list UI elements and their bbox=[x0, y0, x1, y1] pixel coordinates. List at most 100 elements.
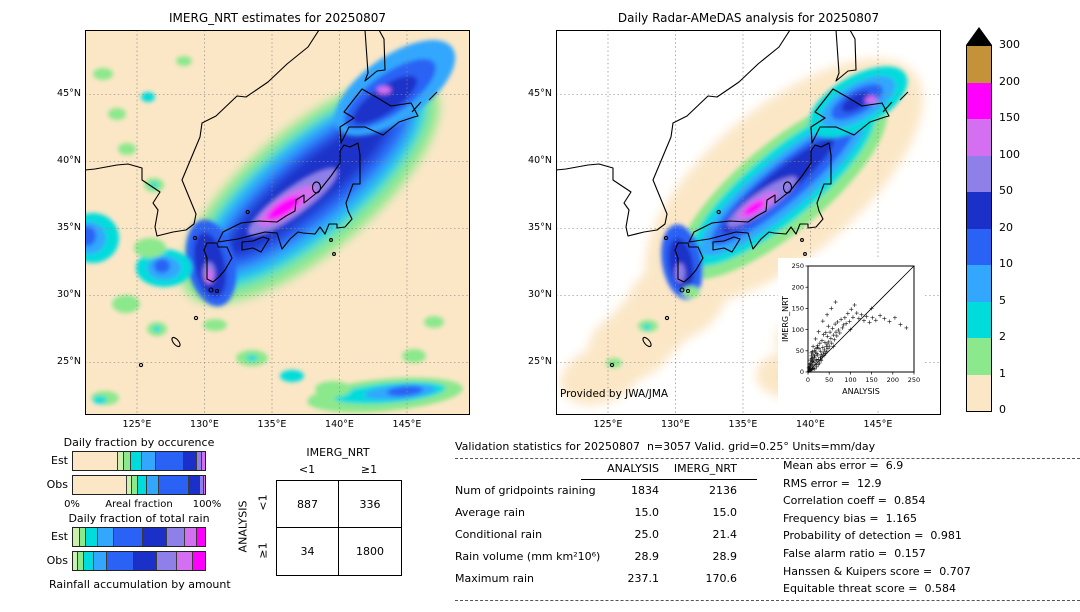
imerg-precipitation-map bbox=[67, 29, 470, 415]
stat-imerg: 170.6 bbox=[705, 572, 738, 585]
bar-segment bbox=[189, 476, 200, 494]
total-rain-bars-title: Daily fraction of total rain bbox=[68, 512, 210, 525]
colorbar-box bbox=[967, 301, 991, 338]
lon-tick-label: 130°E bbox=[190, 419, 219, 430]
bar-segment bbox=[141, 452, 157, 470]
radar-map-panel: Daily Radar-AMeDAS analysis for 20250807 bbox=[528, 11, 941, 430]
bar-segment bbox=[127, 476, 133, 494]
stat-label: Num of gridpoints raining bbox=[455, 484, 596, 497]
scatter-xlabel: ANALYSIS bbox=[842, 387, 880, 396]
colorbar-tick-label: 0 bbox=[999, 403, 1006, 416]
lat-tick-label: 40°N bbox=[528, 155, 552, 167]
bar-segment bbox=[94, 552, 108, 570]
contingency-col-group: IMERG_NRT bbox=[306, 446, 370, 459]
lat-tick-label: 40°N bbox=[57, 155, 81, 167]
bar-segment bbox=[117, 452, 125, 470]
occurrence-bars-title: Daily fraction by occurence bbox=[63, 436, 215, 449]
stat-row: Maximum rain 237.1 170.6 bbox=[455, 572, 745, 585]
right-map-title: Daily Radar-AMeDAS analysis for 20250807 bbox=[617, 11, 880, 25]
colorbar-box bbox=[967, 46, 991, 83]
colorbar-tick-label: 200 bbox=[999, 74, 1020, 88]
stat-row: Num of gridpoints raining 1834 2136 bbox=[455, 484, 745, 497]
score-line: Probability of detection = 0.981 bbox=[783, 529, 962, 543]
colorbar-box bbox=[967, 338, 991, 375]
stat-row: Average rain 15.0 15.0 bbox=[455, 506, 745, 519]
colorbar-tick-label: 1 bbox=[999, 366, 1006, 380]
inset-scatter-panel: 0 0 50 50 100 100 150 150 200 200 250 250 ANALYSIS IM… bbox=[778, 258, 924, 410]
y-tick-label: 150 bbox=[792, 305, 804, 313]
areal-axis-min: 0% bbox=[64, 499, 80, 510]
score-line: RMS error = 12.9 bbox=[783, 476, 882, 490]
bar-segment bbox=[146, 476, 159, 494]
lat-tick-label: 30°N bbox=[528, 289, 552, 301]
bar-segment bbox=[86, 528, 99, 546]
stat-row: Conditional rain 25.0 21.4 bbox=[455, 528, 745, 541]
lat-tick-label: 30°N bbox=[57, 289, 81, 301]
x-tick-label: 50 bbox=[825, 376, 833, 384]
lat-tick-label: 25°N bbox=[528, 356, 552, 368]
divider-dashed bbox=[455, 600, 1080, 601]
lon-tick-label: 135°E bbox=[728, 419, 758, 430]
accumulation-caption: Rainfall accumulation by amount bbox=[49, 578, 231, 591]
bar-segment bbox=[137, 476, 147, 494]
bar-segment bbox=[197, 528, 205, 546]
bar-segment bbox=[124, 452, 132, 470]
imerg-map-panel: IMERG_NRT estimates for 20250807 bbox=[57, 11, 470, 430]
contingency-table: 887 336 34 1800 bbox=[276, 480, 402, 576]
bar-segment bbox=[107, 552, 134, 570]
colorbar-tick-label: 100 bbox=[999, 147, 1020, 161]
lon-tick-label: 135°E bbox=[257, 419, 287, 430]
bar-segment bbox=[73, 528, 80, 546]
areal-axis-title: Areal fraction bbox=[105, 499, 173, 510]
stat-analysis: 28.9 bbox=[634, 550, 660, 563]
contingency-col-label-lt1: <1 bbox=[298, 463, 316, 476]
scatter-ylabel: IMERG_NRT bbox=[781, 296, 790, 342]
score-line: Hanssen & Kuipers score = 0.707 bbox=[783, 564, 971, 578]
bar-segment bbox=[157, 552, 178, 570]
bar-segment bbox=[98, 528, 114, 546]
bar-segment bbox=[73, 476, 128, 494]
contingency-cell: 887 bbox=[277, 481, 339, 528]
bar-segment bbox=[177, 552, 194, 570]
contingency-cell: 34 bbox=[277, 528, 339, 575]
colorbar-box bbox=[967, 192, 991, 229]
bar-segment bbox=[113, 528, 143, 546]
bar-segment bbox=[156, 452, 184, 470]
lon-tick-label: 140°E bbox=[325, 419, 354, 430]
stat-imerg: 21.4 bbox=[712, 528, 738, 541]
colorbar-box bbox=[967, 82, 991, 119]
lat-tick-label: 45°N bbox=[528, 88, 552, 100]
contingency-row-group: ANALYSIS bbox=[236, 500, 250, 553]
areal-axis-max: 100% bbox=[192, 499, 222, 510]
stat-label: Rain volume (mm km²10⁶) bbox=[455, 550, 601, 563]
lon-tick-label: 140°E bbox=[796, 419, 825, 430]
colorbar-box bbox=[967, 155, 991, 192]
lon-tick-label: 130°E bbox=[661, 419, 690, 430]
stat-label: Average rain bbox=[455, 506, 525, 519]
colorbar-box bbox=[967, 228, 991, 265]
colorbar-box bbox=[967, 265, 991, 302]
colorbar-box bbox=[967, 374, 991, 411]
skill-scores: Mean abs error = 6.9 RMS error = 12.9 Co… bbox=[783, 457, 971, 598]
score-line: False alarm ratio = 0.157 bbox=[783, 546, 926, 560]
contingency-col-label-ge1: ≥1 bbox=[360, 463, 378, 476]
bar-segment bbox=[203, 476, 205, 494]
bar-segment bbox=[79, 528, 87, 546]
occurrence-obs-label: Obs bbox=[46, 478, 68, 491]
bar-segment bbox=[199, 476, 204, 494]
stat-analysis: 1834 bbox=[631, 484, 659, 497]
contingency-cell: 1800 bbox=[356, 545, 384, 558]
lat-tick-label: 35°N bbox=[528, 222, 552, 234]
y-tick-label: 100 bbox=[792, 326, 804, 334]
total-obs-label: Obs bbox=[46, 554, 68, 567]
contingency-row-label-lt1: <1 bbox=[256, 494, 270, 511]
divider-dashed bbox=[455, 458, 1080, 459]
stat-analysis: 15.0 bbox=[634, 506, 660, 519]
bar-segment bbox=[193, 552, 205, 570]
lon-tick-label: 125°E bbox=[122, 419, 152, 430]
x-tick-label: 150 bbox=[865, 376, 877, 384]
stat-label: Maximum rain bbox=[455, 572, 534, 585]
bar-segment bbox=[83, 552, 95, 570]
x-tick-label: 100 bbox=[844, 376, 856, 384]
